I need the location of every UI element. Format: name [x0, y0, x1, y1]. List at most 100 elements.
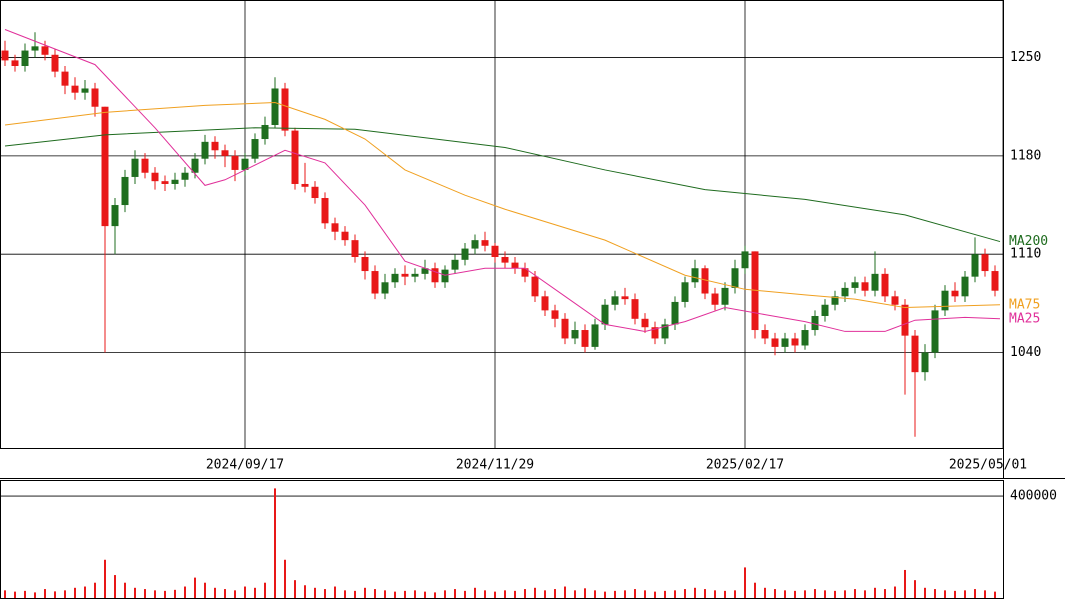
candle-body	[251, 139, 259, 159]
volume-bar	[74, 587, 76, 598]
candle-body	[861, 282, 869, 291]
volume-bar	[474, 587, 476, 598]
volume-bar	[804, 590, 806, 598]
volume-bar	[174, 589, 176, 598]
candle-body	[601, 304, 609, 325]
candle-body	[351, 240, 359, 258]
candle-body	[11, 60, 19, 67]
candle-body	[961, 276, 969, 297]
candle-body	[381, 282, 389, 294]
volume-bar	[714, 590, 716, 598]
volume-bar	[114, 575, 116, 598]
candle-body	[101, 106, 109, 227]
candle-body	[931, 310, 939, 353]
ma-line	[4, 102, 1001, 309]
candle-body	[811, 315, 819, 331]
candle-body	[641, 318, 649, 328]
candle-body	[521, 268, 529, 277]
volume-bar	[844, 590, 846, 598]
legend-label: MA25	[1009, 311, 1040, 326]
volume-bar	[54, 591, 56, 598]
x-tick-label: 2025/05/01	[949, 458, 1027, 473]
volume-bar	[654, 591, 656, 598]
candle-body	[831, 296, 839, 305]
candle-body	[71, 85, 79, 93]
candle-body	[921, 352, 929, 373]
volume-bar	[284, 559, 286, 598]
volume-bar	[374, 589, 376, 598]
volume-bar	[684, 589, 686, 598]
volume-bar	[954, 590, 956, 598]
volume-bar	[194, 577, 196, 598]
volume-bar	[394, 591, 396, 598]
candle-body	[411, 273, 419, 277]
candle-body	[841, 287, 849, 297]
volume-bar	[4, 590, 6, 598]
ma-line	[4, 29, 1001, 332]
volume-bar	[24, 590, 26, 598]
candle-body	[111, 205, 119, 227]
y-tick-label: 1110	[1010, 247, 1041, 262]
candle-body	[901, 304, 909, 336]
candle-body	[281, 88, 289, 131]
volume-bar	[944, 590, 946, 598]
candle-body	[531, 276, 539, 297]
volume-bar	[774, 589, 776, 598]
candle-body	[1, 50, 9, 61]
candle-body	[681, 282, 689, 302]
volume-bar	[864, 590, 866, 598]
candle-body	[171, 179, 179, 184]
volume-bar	[464, 590, 466, 598]
volume-bar	[454, 589, 456, 598]
volume-bar	[814, 589, 816, 598]
legend-label: MA200	[1009, 234, 1048, 249]
volume-frame	[0, 480, 1004, 599]
x-tick-label: 2024/11/29	[456, 458, 534, 473]
volume-bar	[634, 589, 636, 598]
candle-body	[631, 299, 639, 319]
volume-bar	[754, 582, 756, 598]
volume-bar	[884, 589, 886, 598]
candle-body	[911, 335, 919, 373]
volume-bar	[294, 580, 296, 598]
candle-body	[261, 124, 269, 140]
candle-body	[121, 176, 129, 206]
candle-body	[851, 282, 859, 288]
candle-body	[321, 198, 329, 224]
candle-body	[81, 88, 89, 93]
volume-bar	[854, 589, 856, 598]
candle-body	[211, 141, 219, 151]
volume-bar	[554, 589, 556, 598]
candle-body	[881, 273, 889, 297]
volume-bar	[534, 587, 536, 598]
candle-body	[191, 158, 199, 173]
candle-body	[581, 330, 589, 347]
candle-body	[771, 338, 779, 347]
candle-body	[161, 181, 169, 184]
volume-bar	[214, 587, 216, 598]
y-tick-label: 400000	[1010, 489, 1057, 504]
candle-body	[971, 254, 979, 277]
candle-body	[401, 273, 409, 277]
volume-bar	[444, 590, 446, 598]
volume-bar	[484, 590, 486, 598]
candle-body	[131, 158, 139, 177]
volume-bar	[784, 590, 786, 598]
candle-body	[181, 172, 189, 180]
candle-body	[431, 268, 439, 283]
volume-bar	[604, 591, 606, 598]
price-frame	[0, 0, 1004, 449]
volume-bar	[624, 590, 626, 598]
volume-bar	[794, 590, 796, 598]
volume-bar	[304, 585, 306, 598]
candle-body	[91, 88, 99, 107]
volume-bar	[664, 590, 666, 598]
volume-bar	[584, 588, 586, 598]
volume-bar	[564, 586, 566, 598]
volume-bar	[524, 589, 526, 598]
volume-bar	[64, 590, 66, 598]
candle-body	[801, 330, 809, 346]
volume-bar	[934, 589, 936, 598]
candle-body	[391, 273, 399, 283]
candle-body	[421, 268, 429, 274]
